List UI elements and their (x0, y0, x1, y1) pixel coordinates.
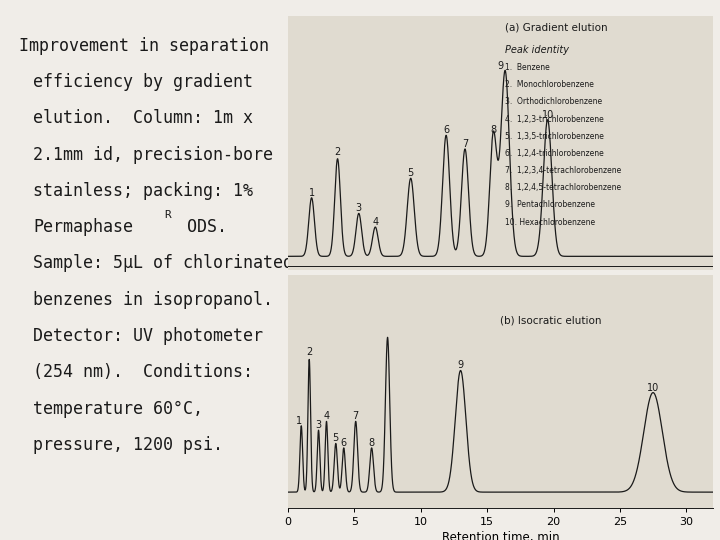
Text: 7: 7 (462, 139, 468, 149)
X-axis label: Retention time, min: Retention time, min (441, 531, 559, 540)
Text: 4: 4 (372, 217, 379, 227)
Text: 5: 5 (333, 434, 339, 443)
Text: Detector: UV photometer: Detector: UV photometer (33, 327, 263, 345)
Text: 10: 10 (647, 383, 660, 393)
Text: 5: 5 (408, 168, 414, 178)
Text: 9: 9 (457, 361, 464, 370)
Text: elution.  Column: 1m x: elution. Column: 1m x (33, 109, 253, 127)
Text: 10: 10 (541, 110, 554, 120)
Text: 7.  1,2,3,4-tetrachlorobenzene: 7. 1,2,3,4-tetrachlorobenzene (505, 166, 621, 175)
Text: 8: 8 (369, 438, 374, 448)
Text: 1.  Benzene: 1. Benzene (505, 63, 550, 72)
Text: 2.  Monochlorobenzene: 2. Monochlorobenzene (505, 80, 594, 89)
Text: (b) Isocratic elution: (b) Isocratic elution (500, 315, 602, 325)
Text: 9: 9 (498, 61, 503, 71)
Text: temperature 60°C,: temperature 60°C, (33, 400, 203, 417)
Text: 4: 4 (323, 411, 330, 421)
Text: 3: 3 (315, 420, 322, 430)
Text: Peak identity: Peak identity (505, 45, 569, 56)
Text: Permaphase: Permaphase (33, 218, 133, 236)
Text: 8: 8 (490, 125, 496, 136)
Text: 2: 2 (306, 347, 312, 357)
Text: 5.  1,3,5-trichlorobenzene: 5. 1,3,5-trichlorobenzene (505, 132, 604, 141)
Text: 6: 6 (443, 125, 449, 136)
Text: 3: 3 (356, 204, 362, 213)
Text: 7: 7 (353, 411, 359, 421)
Text: 1: 1 (295, 416, 302, 426)
Text: 10. Hexachlorobenzene: 10. Hexachlorobenzene (505, 218, 595, 227)
Text: 6: 6 (341, 438, 347, 448)
Text: R: R (164, 210, 171, 220)
Text: 4.  1,2,3-trichlorobenzene: 4. 1,2,3-trichlorobenzene (505, 114, 604, 124)
Text: (a) Gradient elution: (a) Gradient elution (505, 22, 608, 32)
Text: stainless; packing: 1%: stainless; packing: 1% (33, 182, 253, 200)
Text: 8.  1,2,4,5-tetrachlorobenzene: 8. 1,2,4,5-tetrachlorobenzene (505, 183, 621, 192)
Text: 2: 2 (334, 147, 341, 157)
Text: pressure, 1200 psi.: pressure, 1200 psi. (33, 436, 223, 454)
Text: efficiency by gradient: efficiency by gradient (33, 73, 253, 91)
Text: 6.  1,2,4-trichlorobenzene: 6. 1,2,4-trichlorobenzene (505, 149, 604, 158)
Text: 2.1mm id, precision-bore: 2.1mm id, precision-bore (33, 146, 273, 164)
Text: 3.  Orthodichlorobenzene: 3. Orthodichlorobenzene (505, 97, 602, 106)
Text: 9.  Pentachlorobenzene: 9. Pentachlorobenzene (505, 200, 595, 210)
Text: Sample: 5μL of chlorinated: Sample: 5μL of chlorinated (33, 254, 293, 273)
Text: (254 nm).  Conditions:: (254 nm). Conditions: (33, 363, 253, 381)
Text: 1: 1 (309, 188, 315, 198)
Text: Improvement in separation: Improvement in separation (19, 37, 269, 55)
Text: benzenes in isopropanol.: benzenes in isopropanol. (33, 291, 273, 309)
Text: ODS.: ODS. (177, 218, 227, 236)
